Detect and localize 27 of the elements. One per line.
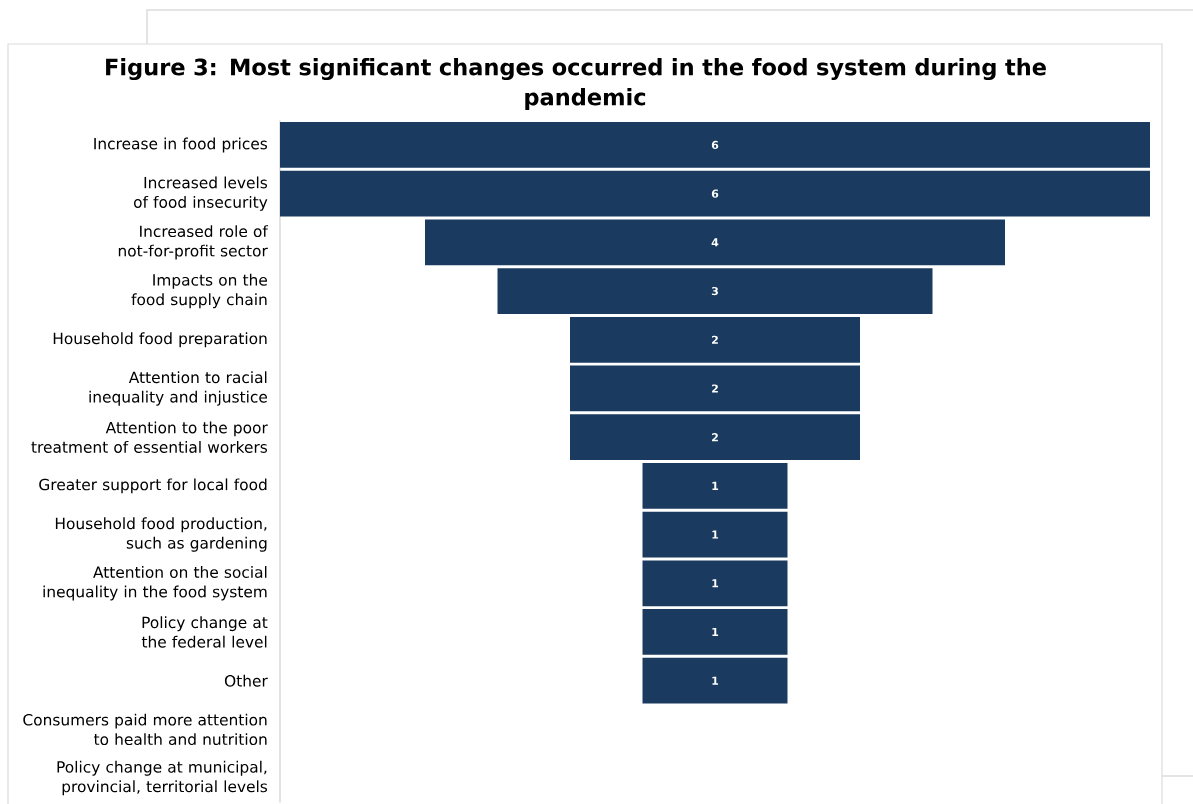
category-label: Impacts on the food supply chain [131,273,267,309]
data-label: 2 [712,335,718,344]
category-label: Household food production, such as gardening [55,517,267,552]
category-label: Policy change at the federal level [141,616,268,648]
category-label: Policy change at municipal, provincial, territorial levels [57,760,268,796]
category-label: Increased levels of food insecurity [133,176,268,211]
data-label: 1 [712,481,719,490]
category-label: Attention on the social inequality in the food system [43,566,267,601]
data-label: 2 [712,384,718,393]
category-label: Consumers paid more attention to health and nutrition [23,713,267,746]
category-label: Other [224,674,268,687]
data-label: 2 [712,433,718,442]
category-label: Increased role of not-for-profit sector [118,225,269,260]
data-label: 1 [712,676,719,685]
data-label: 4 [711,238,719,247]
category-label: Attention to racial inequality and injustice [89,371,268,406]
data-label: 1 [712,579,719,588]
data-label: 6 [711,140,719,150]
data-label: 6 [711,189,719,198]
text: Figure 3: Most significant changes occurred in the food system during the pandemic [106,58,1046,110]
data-label: 1 [712,530,719,539]
category-label: Attention to the poor treatment of essential workers [31,421,268,453]
category-label: Greater support for local food [39,478,267,494]
category-label: Increase in food prices [94,137,268,153]
category-label: Household food preparation [53,332,267,348]
data-label: 1 [712,627,719,636]
data-label: 3 [711,286,718,296]
